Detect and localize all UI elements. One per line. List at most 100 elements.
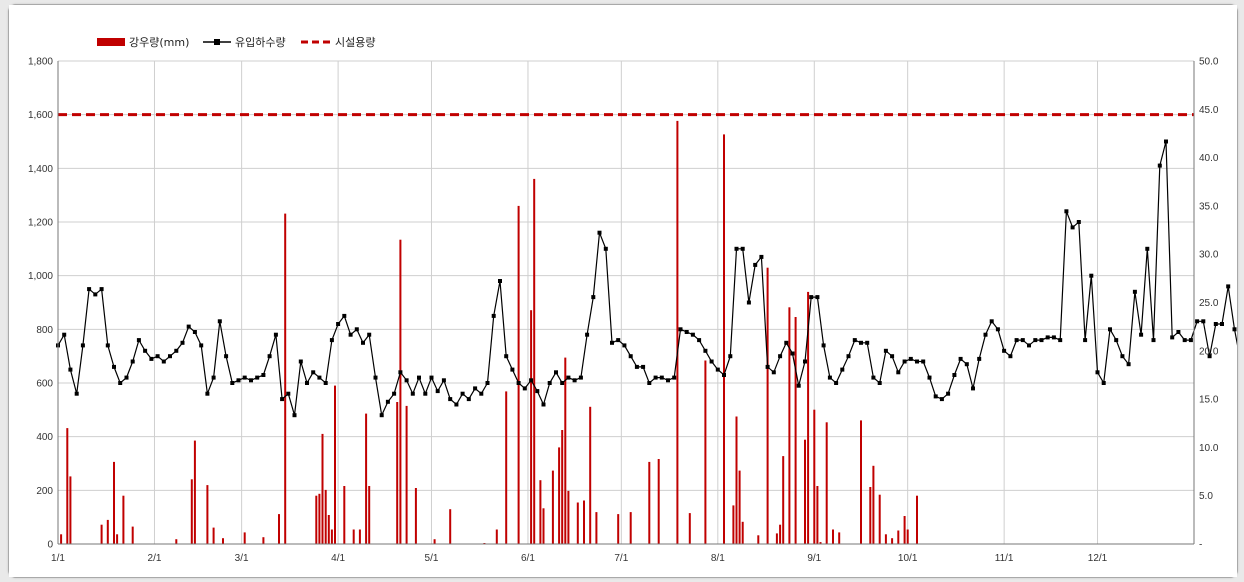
rain-bar xyxy=(884,534,887,544)
rain-bar xyxy=(551,470,554,544)
rain-bar xyxy=(330,529,333,544)
inflow-marker xyxy=(1132,289,1137,294)
inflow-marker xyxy=(1195,319,1200,324)
inflow-marker xyxy=(354,327,359,332)
inflow-marker xyxy=(68,367,73,372)
inflow-marker xyxy=(280,397,285,402)
inflow-marker xyxy=(118,381,123,385)
inflow-marker xyxy=(722,373,726,377)
inflow-marker xyxy=(684,330,689,334)
inflow-marker xyxy=(821,343,826,348)
inflow-marker xyxy=(883,348,888,353)
inflow-marker xyxy=(989,319,994,324)
inflow-marker xyxy=(479,391,484,396)
inflow-marker xyxy=(373,375,378,380)
inflow-layer xyxy=(56,139,1237,418)
inflow-marker xyxy=(149,356,154,361)
inflow-marker xyxy=(448,397,453,402)
inflow-marker xyxy=(890,354,895,359)
inflow-marker xyxy=(541,402,546,407)
inflow-marker xyxy=(560,381,565,385)
inflow-marker xyxy=(554,370,558,375)
y-left-tick-label: 1,000 xyxy=(28,271,53,282)
inflow-marker xyxy=(174,348,179,353)
chart-frame: 0 200 400 600 800 1,000 1,200 1,400 1,600 1,800 -… xyxy=(8,4,1238,578)
inflow-marker xyxy=(759,254,764,259)
inflow-marker xyxy=(298,359,303,364)
y-left-tick-label: 1,800 xyxy=(28,57,53,68)
rain-bar xyxy=(561,430,564,544)
inflow-marker xyxy=(1095,370,1100,375)
y-left-tick-label: 1,200 xyxy=(28,218,53,229)
inflow-marker xyxy=(1070,225,1075,230)
inflow-marker xyxy=(236,378,241,383)
inflow-marker xyxy=(834,381,839,385)
y-right-tick-label: 20.0 xyxy=(1199,346,1219,357)
inflow-marker xyxy=(740,246,745,251)
inflow-marker xyxy=(323,381,328,385)
inflow-marker xyxy=(379,413,384,418)
inflow-marker xyxy=(292,413,297,418)
inflow-marker xyxy=(859,340,863,345)
inflow-marker xyxy=(516,381,521,385)
inflow-marker xyxy=(1101,381,1106,385)
rain-bar xyxy=(766,267,769,544)
inflow-marker xyxy=(504,354,509,359)
x-tick-label: 7/1 xyxy=(614,553,628,564)
legend-rain-label: 강우량(mm) xyxy=(129,36,189,49)
rain-bar xyxy=(100,524,103,544)
inflow-marker xyxy=(647,381,652,385)
y-right-tick-label: 15.0 xyxy=(1199,395,1219,406)
inflow-marker xyxy=(1058,338,1063,343)
rain-bar xyxy=(807,291,810,544)
inflow-marker xyxy=(168,354,172,359)
inflow-marker xyxy=(697,338,702,343)
inflow-marker xyxy=(753,262,758,267)
inflow-marker xyxy=(329,338,334,343)
inflow-marker xyxy=(230,381,235,385)
axes xyxy=(57,61,1195,545)
inflow-marker xyxy=(348,332,353,337)
y-left-tick-label: 800 xyxy=(36,325,53,336)
rain-bar xyxy=(405,405,408,544)
inflow-marker xyxy=(367,332,372,337)
inflow-marker xyxy=(771,370,776,375)
inflow-marker xyxy=(80,343,85,348)
inflow-marker xyxy=(952,373,957,377)
rain-bar xyxy=(903,516,906,544)
y-right-tick-label: 40.0 xyxy=(1199,153,1219,164)
rain-bar xyxy=(193,440,196,544)
inflow-marker xyxy=(211,375,216,380)
rain-bar xyxy=(334,385,336,544)
inflow-marker xyxy=(87,287,92,292)
chart-background xyxy=(9,5,1237,577)
rain-bar xyxy=(530,310,533,544)
rain-bar xyxy=(368,486,371,544)
rain-bar xyxy=(113,461,115,544)
inflow-marker xyxy=(921,359,926,364)
inflow-marker xyxy=(311,370,316,375)
inflow-marker xyxy=(261,373,266,377)
rain-bar xyxy=(704,360,707,544)
inflow-marker xyxy=(666,378,670,383)
rain-bar xyxy=(449,509,452,544)
inflow-marker xyxy=(1182,338,1187,343)
inflow-marker xyxy=(423,391,428,396)
inflow-marker xyxy=(865,340,870,345)
inflow-marker xyxy=(435,389,440,394)
inflow-marker xyxy=(1033,338,1038,343)
inflow-marker xyxy=(927,375,932,380)
inflow-marker xyxy=(385,399,390,404)
inflow-marker xyxy=(827,375,832,380)
rain-bar xyxy=(315,495,318,544)
rain-bar xyxy=(916,495,918,544)
inflow-marker xyxy=(1014,338,1019,343)
inflow-marker xyxy=(224,354,229,359)
legend-inflow-marker xyxy=(214,39,220,45)
combo-chart: 0 200 400 600 800 1,000 1,200 1,400 1,600 1,800 -… xyxy=(9,5,1237,577)
inflow-marker xyxy=(473,386,478,391)
x-tick-label: 1/1 xyxy=(51,553,65,564)
rain-bar xyxy=(576,502,579,544)
rain-bar xyxy=(343,486,346,544)
rain-bar xyxy=(321,433,324,544)
